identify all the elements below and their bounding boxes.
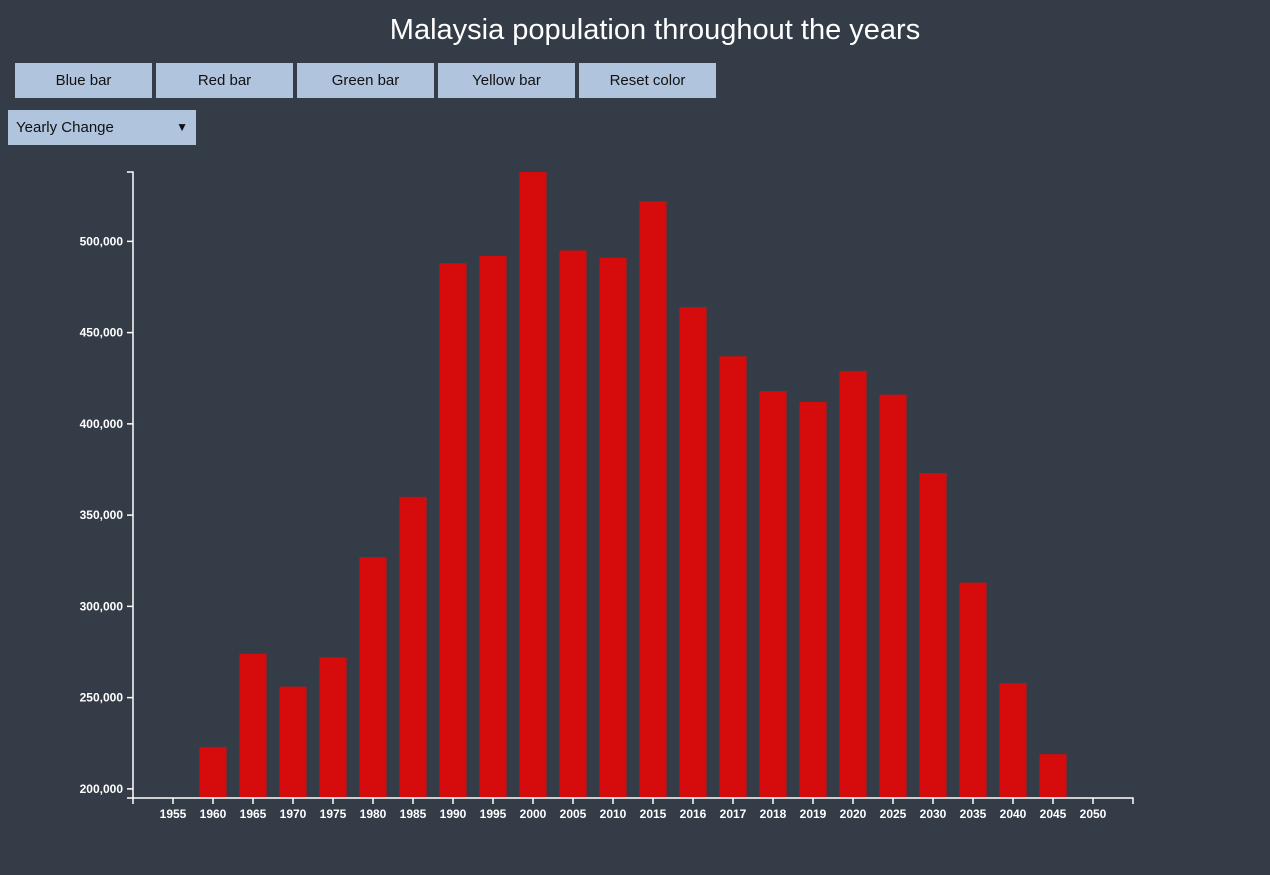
- red-bar-button[interactable]: Red bar: [156, 63, 293, 98]
- bar-2010: [599, 257, 627, 798]
- x-tick-label: 1955: [160, 807, 187, 821]
- x-tick-label: 2030: [920, 807, 947, 821]
- x-tick-label: 2025: [880, 807, 907, 821]
- yellow-bar-button[interactable]: Yellow bar: [438, 63, 575, 98]
- x-tick-label: 1980: [360, 807, 387, 821]
- bar-1995: [479, 255, 507, 798]
- x-tick-label: 1960: [200, 807, 227, 821]
- x-tick-label: 1965: [240, 807, 267, 821]
- y-axis-line: [127, 171, 134, 799]
- color-button-row: Blue bar Red bar Green bar Yellow bar Re…: [15, 63, 716, 98]
- x-tick-label: 2050: [1080, 807, 1107, 821]
- bar-2040: [999, 683, 1027, 798]
- x-axis: 1955 1960 1965 1970 1975 1980 1985 1990 1995 2000…: [132, 797, 1134, 821]
- x-tick-label: 2045: [1040, 807, 1067, 821]
- x-axis-line: [132, 797, 1134, 804]
- x-tick-label: 2018: [760, 807, 787, 821]
- bar-2045: [1039, 754, 1067, 798]
- x-tick-label: 1990: [440, 807, 467, 821]
- y-tick-label: 500,000: [80, 234, 124, 248]
- bar-1990: [439, 263, 467, 798]
- reset-color-button[interactable]: Reset color: [579, 63, 716, 98]
- x-tick-label: 1975: [320, 807, 347, 821]
- bar-1980: [359, 557, 387, 798]
- bar-2017: [719, 356, 747, 798]
- bar-2025: [879, 394, 907, 798]
- bar-1970: [279, 686, 307, 798]
- bar-2030: [919, 473, 947, 798]
- bar-2015: [639, 201, 667, 798]
- green-bar-button[interactable]: Green bar: [297, 63, 434, 98]
- y-tick-label: 200,000: [80, 782, 124, 796]
- x-tick-label: 2010: [600, 807, 627, 821]
- x-tick-label: 2017: [720, 807, 747, 821]
- x-tick-label: 1985: [400, 807, 427, 821]
- y-axis: 200,000 250,000 300,000 350,000 400,000 450,0…: [80, 171, 134, 799]
- x-tick-label: 2005: [560, 807, 587, 821]
- x-tick-label: 2000: [520, 807, 547, 821]
- bar-2018: [759, 391, 787, 798]
- bar-2000: [519, 172, 547, 798]
- bar-1960: [199, 746, 227, 798]
- x-tick-label: 2040: [1000, 807, 1027, 821]
- y-tick-label: 400,000: [80, 417, 124, 431]
- bar-1975: [319, 657, 347, 798]
- bar-1965: [239, 653, 267, 798]
- bar-2005: [559, 250, 587, 798]
- bars-group: [199, 172, 1067, 798]
- y-tick-label: 300,000: [80, 599, 124, 613]
- bar-2035: [959, 582, 987, 798]
- bar-2016: [679, 307, 707, 798]
- bar-2019: [799, 401, 827, 798]
- chevron-down-icon: ▼: [176, 120, 188, 134]
- y-tick-label: 350,000: [80, 508, 124, 522]
- x-tick-label: 2019: [800, 807, 827, 821]
- x-tick-label: 2015: [640, 807, 667, 821]
- x-tick-label: 2016: [680, 807, 707, 821]
- x-tick-label: 1995: [480, 807, 507, 821]
- y-tick-label: 250,000: [80, 691, 124, 705]
- blue-bar-button[interactable]: Blue bar: [15, 63, 152, 98]
- bar-2020: [839, 370, 867, 798]
- metric-select[interactable]: Yearly Change ▼: [8, 110, 196, 145]
- y-tick-label: 450,000: [80, 326, 124, 340]
- page-title: Malaysia population throughout the years: [389, 14, 921, 46]
- x-tick-label: 2020: [840, 807, 867, 821]
- metric-select-value: Yearly Change: [16, 119, 114, 136]
- bar-1985: [399, 496, 427, 798]
- x-tick-label: 1970: [280, 807, 307, 821]
- x-tick-label: 2035: [960, 807, 987, 821]
